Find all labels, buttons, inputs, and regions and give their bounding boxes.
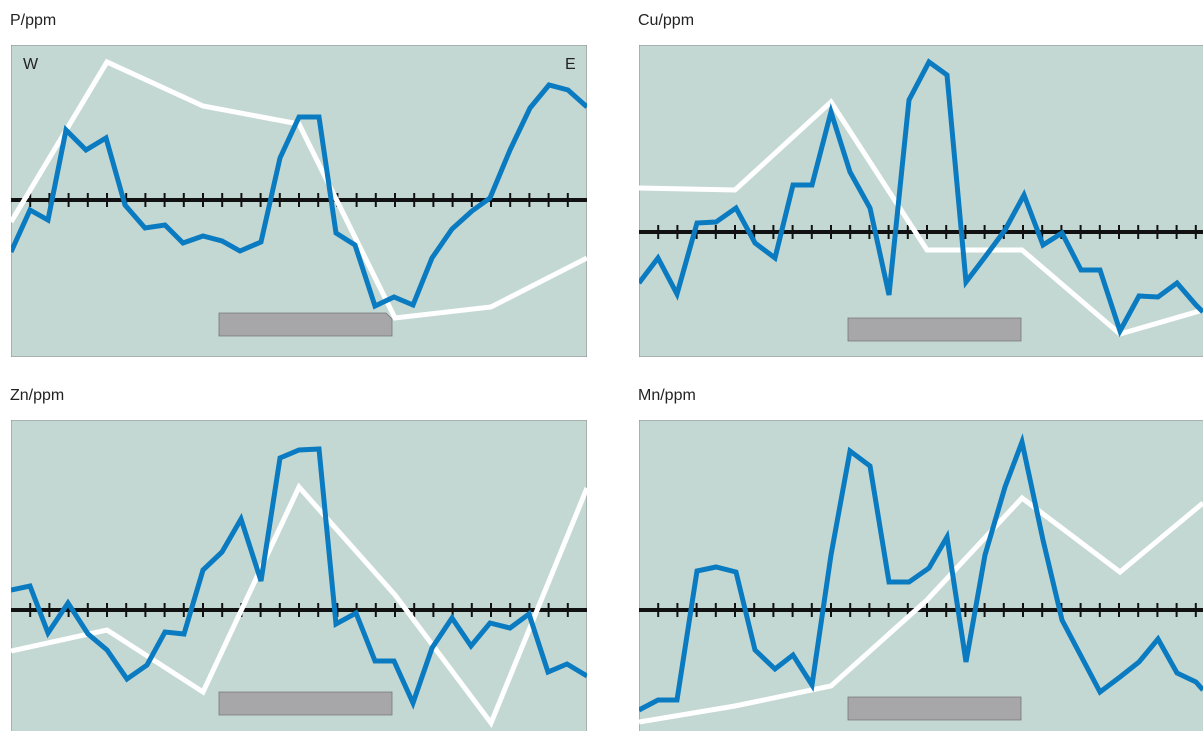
gray-box (847, 317, 1022, 342)
series-line (11, 446, 587, 710)
gray-box (847, 696, 1022, 721)
panel (639, 45, 1203, 357)
annotation: W (23, 56, 39, 73)
panel-title: Mn/ppm (638, 387, 696, 404)
gray-box (218, 691, 393, 716)
panel-title: Zn/ppm (10, 387, 64, 404)
panel-title: Cu/ppm (638, 12, 694, 29)
series-line (11, 482, 587, 729)
panel (639, 420, 1203, 731)
panel-background (639, 45, 1203, 357)
panel-title: P/ppm (10, 12, 56, 29)
series-line (639, 58, 1203, 338)
panel (11, 45, 587, 357)
series-line (639, 433, 1203, 713)
series-line (11, 58, 587, 321)
panel (11, 420, 587, 731)
panel-background (11, 420, 587, 731)
series-line (639, 494, 1203, 725)
series-line (11, 82, 587, 310)
annotation: E (565, 56, 576, 73)
gray-box (218, 312, 393, 337)
